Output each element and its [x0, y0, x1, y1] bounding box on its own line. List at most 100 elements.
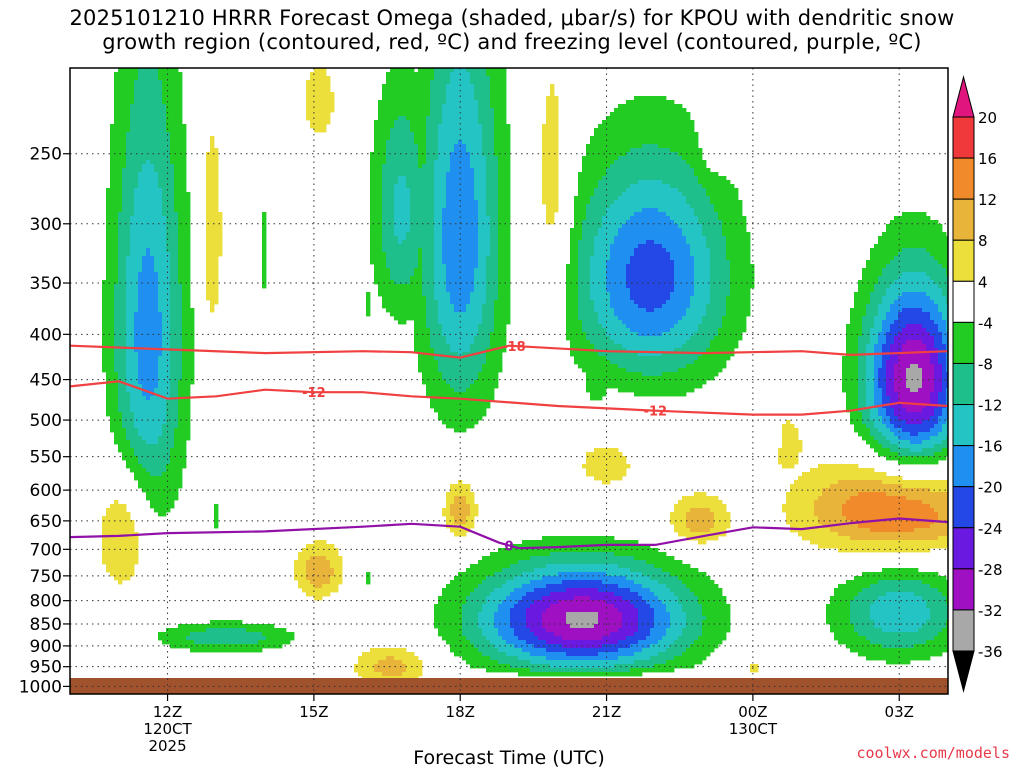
omega-cell	[146, 252, 151, 257]
omega-cell	[610, 228, 615, 233]
omega-cell	[626, 224, 631, 229]
omega-cell	[454, 76, 459, 81]
omega-cell	[402, 116, 407, 121]
omega-cell	[650, 180, 655, 185]
omega-cell	[442, 188, 447, 193]
omega-cell	[666, 108, 671, 113]
omega-cell	[654, 224, 659, 229]
omega-cell	[118, 228, 123, 233]
omega-cell	[698, 204, 703, 209]
omega-cell	[138, 196, 143, 201]
omega-cell	[550, 140, 555, 145]
omega-cell	[578, 188, 583, 193]
omega-cell	[590, 192, 595, 197]
omega-cell	[618, 116, 623, 121]
omega-cell	[122, 76, 127, 81]
omega-cell	[634, 236, 639, 241]
omega-cell	[138, 148, 143, 153]
omega-cell	[462, 96, 467, 101]
omega-cell	[474, 132, 479, 137]
omega-cell	[610, 248, 615, 253]
omega-cell	[182, 220, 187, 225]
omega-cell	[690, 224, 695, 229]
omega-cell	[914, 268, 919, 273]
omega-cell	[382, 104, 387, 109]
omega-cell	[670, 108, 675, 113]
omega-cell	[602, 172, 607, 177]
omega-cell	[130, 256, 135, 261]
omega-cell	[158, 124, 163, 129]
omega-cell	[618, 272, 623, 277]
omega-cell	[658, 260, 663, 265]
omega-cell	[454, 92, 459, 97]
omega-cell	[570, 228, 575, 233]
omega-cell	[466, 156, 471, 161]
omega-cell	[502, 232, 507, 237]
omega-cell	[670, 152, 675, 157]
omega-cell	[426, 88, 431, 93]
omega-cell	[466, 264, 471, 269]
omega-cell	[426, 244, 431, 249]
omega-cell	[114, 76, 119, 81]
omega-cell	[398, 88, 403, 93]
omega-cell	[438, 268, 443, 273]
omega-cell	[470, 232, 475, 237]
omega-cell	[390, 152, 395, 157]
omega-cell	[694, 184, 699, 189]
omega-cell	[142, 192, 147, 197]
omega-cell	[918, 228, 923, 233]
omega-cell	[406, 108, 411, 113]
omega-cell	[426, 240, 431, 245]
omega-cell	[130, 276, 135, 281]
omega-cell	[498, 200, 503, 205]
omega-cell	[382, 128, 387, 133]
omega-cell	[146, 196, 151, 201]
omega-cell	[586, 188, 591, 193]
omega-cell	[314, 104, 319, 109]
omega-cell	[422, 208, 427, 213]
omega-cell	[702, 268, 707, 273]
omega-cell	[214, 216, 219, 221]
omega-cell	[114, 224, 119, 229]
omega-cell	[118, 84, 123, 89]
omega-cell	[626, 180, 631, 185]
omega-cell	[470, 116, 475, 121]
omega-cell	[154, 220, 159, 225]
omega-cell	[386, 144, 391, 149]
omega-cell	[398, 260, 403, 265]
omega-cell	[478, 224, 483, 229]
omega-cell	[502, 136, 507, 141]
omega-cell	[378, 220, 383, 225]
omega-cell	[442, 200, 447, 205]
omega-cell	[218, 244, 223, 249]
omega-cell	[426, 148, 431, 153]
omega-cell	[642, 208, 647, 213]
omega-cell	[430, 80, 435, 85]
omega-cell	[162, 268, 167, 273]
omega-cell	[914, 232, 919, 237]
omega-cell	[426, 80, 431, 85]
omega-cell	[706, 248, 711, 253]
omega-cell	[494, 216, 499, 221]
omega-cell	[370, 200, 375, 205]
omega-cell	[142, 196, 147, 201]
omega-cell	[110, 192, 115, 197]
omega-cell	[386, 72, 391, 77]
omega-cell	[942, 244, 947, 249]
omega-cell	[114, 72, 119, 77]
omega-cell	[398, 196, 403, 201]
omega-cell	[446, 172, 451, 177]
omega-cell	[214, 196, 219, 201]
omega-cell	[146, 148, 151, 153]
omega-cell	[430, 136, 435, 141]
omega-cell	[662, 136, 667, 141]
omega-cell	[890, 260, 895, 265]
omega-cell	[702, 208, 707, 213]
omega-cell	[642, 112, 647, 117]
omega-cell	[126, 88, 131, 93]
omega-cell	[726, 200, 731, 205]
omega-cell	[554, 100, 559, 105]
omega-cell	[630, 108, 635, 113]
omega-cell	[662, 100, 667, 105]
omega-cell	[314, 68, 319, 73]
